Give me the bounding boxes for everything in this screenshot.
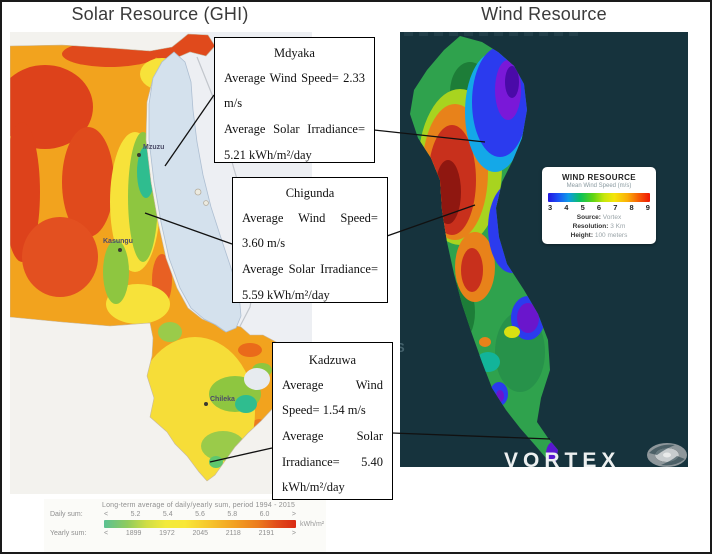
daily-value: 5.8 — [227, 511, 238, 518]
solar-irradiance-text: Average Solar Irradiance= 5.21 kWh/m²/da… — [224, 122, 365, 162]
callout-chigunda: Chigunda Average Wind Speed= 3.60 m/s Av… — [232, 177, 388, 303]
island-marker — [194, 188, 202, 196]
tick: 7 — [613, 203, 618, 212]
malawi-border-outline — [10, 33, 288, 482]
tick: 6 — [596, 203, 602, 212]
city-label-mzuzu: Mzuzu — [143, 144, 165, 151]
lt-sign: < — [104, 511, 109, 518]
wind-legend: WIND RESOURCE Mean Wind Speed (m/s) 3 4 … — [542, 167, 656, 244]
yearly-value: 2191 — [258, 530, 275, 537]
city-dot-mzuzu — [137, 153, 141, 157]
island-marker — [203, 200, 209, 206]
tick: 4 — [564, 203, 569, 212]
yearly-value: 2045 — [192, 530, 209, 537]
wind-color-scale — [548, 193, 650, 202]
daily-sum-label: Daily sum: — [50, 511, 83, 518]
solar-irradiance-text: Average Solar Irradiance= 5.40 kWh/m²/da… — [282, 429, 383, 495]
solar-color-scale — [104, 520, 296, 528]
city-dot-chileka — [204, 402, 208, 406]
wind-scale-ticks: 3 4 5 6 7 8 9 — [548, 203, 650, 212]
resolution-value: 3 Km — [610, 223, 626, 230]
yearly-sum-values: < 1899 1972 2045 2118 2191 > — [104, 530, 296, 537]
tick: 3 — [548, 203, 553, 212]
wind-legend-height: Height: 100 meters — [548, 232, 650, 239]
solar-legend: Long-term average of daily/yearly sum, p… — [44, 499, 326, 552]
tick: 9 — [645, 203, 650, 212]
resolution-label: Resolution: — [572, 223, 609, 230]
callout-title: Chigunda — [285, 186, 335, 200]
daily-value: 5.2 — [130, 511, 141, 518]
vortex-watermark: VORTEX — [504, 449, 621, 467]
wind-resource-map: S WIND RESOURCE Mean Wind Speed (m/s) 3 … — [400, 32, 688, 467]
wind-speed-text: Average Wind Speed= 1.54 m/s — [282, 377, 383, 418]
solar-legend-title: Long-term average of daily/yearly sum, p… — [102, 502, 296, 509]
wind-legend-resolution: Resolution: 3 Km — [548, 223, 650, 230]
tick: 5 — [580, 203, 585, 212]
source-label: Source: — [576, 214, 601, 221]
solar-map-title: Solar Resource (GHI) — [71, 4, 249, 24]
wind-colored-land — [410, 36, 558, 462]
solar-legend-unit: kWh/m² — [300, 520, 325, 528]
daily-value: 5.4 — [162, 511, 173, 518]
edge-text-fragment: S — [400, 340, 405, 355]
wind-speed-text: Average Wind Speed= 3.60 m/s — [242, 210, 378, 251]
wind-legend-source: Source: Vortex — [548, 214, 650, 221]
height-value: 100 meters — [594, 232, 628, 239]
wind-speed-text: Average Wind Speed= 2.33 m/s — [224, 70, 365, 111]
height-label: Height: — [570, 232, 594, 239]
daily-sum-values: < 5.2 5.4 5.6 5.8 6.0 > — [104, 511, 296, 518]
callout-mdyaka: Mdyaka Average Wind Speed= 2.33 m/s Aver… — [214, 37, 375, 163]
daily-value: 6.0 — [259, 511, 270, 518]
tick: 8 — [629, 203, 634, 212]
city-dot-kasungu — [118, 248, 122, 252]
yearly-value: 2118 — [225, 530, 241, 537]
wind-map-title: Wind Resource — [481, 4, 607, 24]
callout-title: Kadzuwa — [308, 353, 357, 367]
city-label-kasungu: Kasungu — [103, 238, 133, 245]
callout-title: Mdyaka — [274, 46, 315, 60]
yearly-value: 1899 — [125, 530, 142, 537]
city-label-chileka: Chileka — [210, 396, 235, 403]
daily-value: 5.6 — [195, 511, 205, 518]
wind-legend-title: WIND RESOURCE — [561, 173, 637, 182]
wind-legend-subtitle: Mean Wind Speed (m/s) — [566, 183, 632, 189]
callout-kadzuwa: Kadzuwa Average Wind Speed= 1.54 m/s Ave… — [272, 342, 393, 500]
lake-chilwa — [244, 368, 270, 390]
wind-map-graphic — [410, 36, 558, 462]
cropped-text-fragment — [404, 32, 584, 36]
gt-sign: > — [291, 511, 296, 518]
gt-sign: > — [291, 530, 296, 537]
lt-sign: < — [104, 530, 109, 537]
yearly-sum-label: Yearly sum: — [50, 530, 87, 537]
yearly-value: 1972 — [159, 530, 175, 537]
solar-irradiance-text: Average Solar Irradiance= 5.59 kWh/m²/da… — [242, 262, 378, 302]
source-value: Vortex — [602, 214, 622, 221]
swirl-logo-icon — [647, 443, 687, 467]
